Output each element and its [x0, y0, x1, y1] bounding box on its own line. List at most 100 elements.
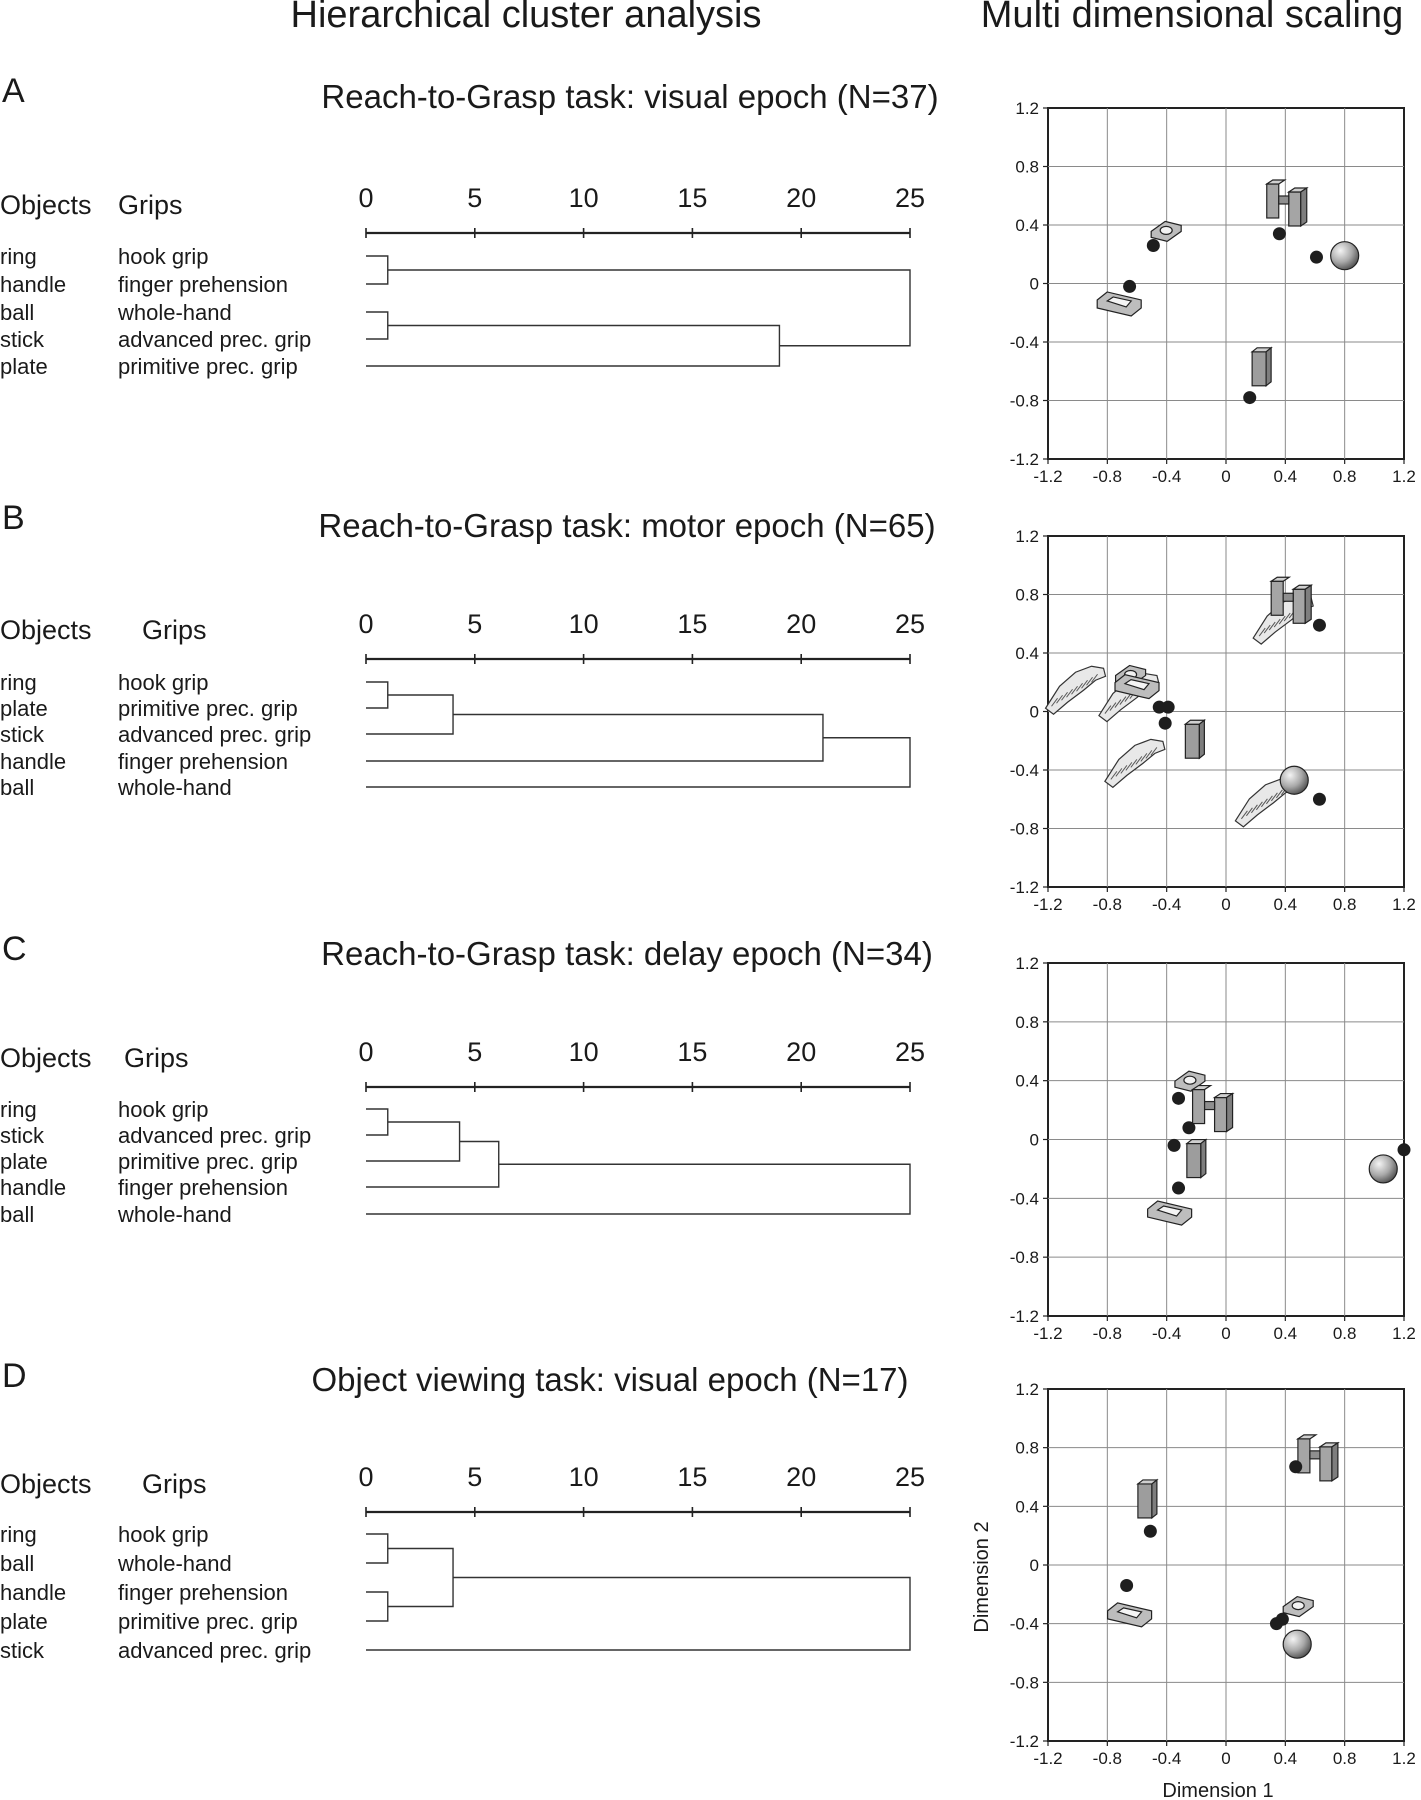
distance-scale-label: 25 [895, 609, 925, 639]
object-label: ball [0, 300, 34, 325]
ball-object-icon [1279, 765, 1309, 795]
mds-point-ball [1269, 1617, 1283, 1631]
y-tick-label: 1.2 [1015, 1380, 1039, 1399]
object-label: handle [0, 272, 66, 297]
object-label: stick [0, 1638, 45, 1663]
grip-label: advanced prec. grip [118, 327, 311, 352]
x-tick-label: 0 [1221, 1749, 1230, 1768]
dendrogram-link [366, 324, 781, 367]
x-tick-label: -0.4 [1152, 895, 1181, 914]
dendrogram-link [366, 1108, 389, 1136]
ball-object-icon [1282, 1629, 1312, 1659]
panel-letter: A [2, 72, 25, 110]
distance-scale-label: 20 [786, 1037, 816, 1067]
grip-label: advanced prec. grip [118, 1123, 311, 1148]
object-label: stick [0, 722, 45, 747]
dendrogram-link [366, 1163, 911, 1215]
mds-point-ball [1397, 1143, 1411, 1157]
handle-object-icon [1190, 1084, 1235, 1133]
mds-point-plate [1123, 279, 1137, 293]
distance-scale-label: 10 [569, 1462, 599, 1492]
grip-label: primitive prec. grip [118, 696, 298, 721]
plate-object-icon [1147, 1200, 1193, 1226]
x-tick-label: 0.8 [1333, 895, 1357, 914]
y-tick-label: 0.4 [1015, 644, 1039, 663]
grip-label: whole-hand [117, 300, 232, 325]
mds-point-ring [1152, 700, 1166, 714]
mds-column-header: Multi dimensional scaling [981, 0, 1403, 36]
dendrogram-link [366, 694, 454, 735]
stick-object-icon [1185, 1138, 1208, 1179]
x-tick-label: -0.4 [1152, 467, 1181, 486]
dendrogram-link [366, 1576, 911, 1651]
object-label: handle [0, 1580, 66, 1605]
y-tick-label: 0 [1030, 275, 1039, 294]
object-label: ball [0, 1551, 34, 1576]
stick-object-icon [1183, 718, 1207, 760]
distance-scale-label: 5 [467, 1037, 482, 1067]
distance-scale-label: 25 [895, 1037, 925, 1067]
x-tick-label: -1.2 [1033, 467, 1062, 486]
mds-point-ring [1146, 238, 1160, 252]
distance-scale-label: 5 [467, 1462, 482, 1492]
y-tick-label: 0.4 [1015, 1497, 1039, 1516]
object-label: ring [0, 670, 37, 695]
distance-scale-label: 15 [677, 183, 707, 213]
distance-scale-label: 5 [467, 183, 482, 213]
grip-label: whole-hand [117, 775, 232, 800]
y-tick-label: 0.8 [1015, 1439, 1039, 1458]
y-tick-label: -1.2 [1010, 1732, 1039, 1751]
distance-scale-label: 25 [895, 1462, 925, 1492]
y-tick-label: -0.4 [1010, 1189, 1039, 1208]
y-tick-label: 0 [1030, 1556, 1039, 1575]
grip-label: finger prehension [118, 1175, 288, 1200]
dendrogram-link [366, 255, 389, 285]
x-tick-label: 0.8 [1333, 467, 1357, 486]
object-label: ring [0, 1522, 37, 1547]
object-label: ball [0, 775, 34, 800]
x-tick-label: 0.4 [1274, 1749, 1298, 1768]
x-tick-label: 1.2 [1392, 1324, 1416, 1343]
stick-object-icon [1250, 346, 1273, 388]
y-tick-label: -0.4 [1010, 333, 1039, 352]
y-tick-label: 0.8 [1015, 1013, 1039, 1032]
objects-column-label: Objects [0, 190, 92, 220]
object-icons [1044, 576, 1314, 828]
x-tick-label: -1.2 [1033, 895, 1062, 914]
panel-letter: C [2, 930, 27, 968]
y-tick-label: -0.4 [1010, 761, 1039, 780]
dendrogram-link [366, 1140, 500, 1188]
y-tick-label: -0.8 [1010, 1673, 1039, 1692]
x-tick-label: 0.4 [1274, 467, 1298, 486]
grip-label: primitive prec. grip [118, 354, 298, 379]
mds-point-handle [1182, 1121, 1196, 1135]
x-tick-label: 0.8 [1333, 1324, 1357, 1343]
stick-object-icon [1136, 1478, 1159, 1520]
y-tick-label: -0.8 [1010, 1248, 1039, 1267]
grip-label: whole-hand [117, 1551, 232, 1576]
dendrogram-link [366, 311, 389, 340]
grip-label: primitive prec. grip [118, 1149, 298, 1174]
dendrogram-link [366, 713, 824, 762]
mds-point-stick [1158, 716, 1172, 730]
dendrogram-link [366, 1533, 389, 1564]
grip-label: advanced prec. grip [118, 1638, 311, 1663]
grip-label: hook grip [118, 1097, 209, 1122]
distance-scale-label: 10 [569, 609, 599, 639]
mds-point-ball [1312, 792, 1326, 806]
distance-scale-label: 20 [786, 609, 816, 639]
grip-label: advanced prec. grip [118, 722, 311, 747]
mds-point-plate [1172, 1181, 1186, 1195]
y-tick-label: 0.4 [1015, 1072, 1039, 1091]
grip-label: finger prehension [118, 749, 288, 774]
distance-scale-label: 10 [569, 1037, 599, 1067]
mds-point-handle [1272, 227, 1286, 241]
y-tick-label: -0.8 [1010, 392, 1039, 411]
x-tick-label: 0.8 [1333, 1749, 1357, 1768]
object-label: plate [0, 1149, 48, 1174]
object-label: ball [0, 1202, 34, 1227]
mds-point-handle [1289, 1460, 1303, 1474]
y-tick-label: -0.8 [1010, 820, 1039, 839]
dendrogram-link [366, 1121, 461, 1162]
